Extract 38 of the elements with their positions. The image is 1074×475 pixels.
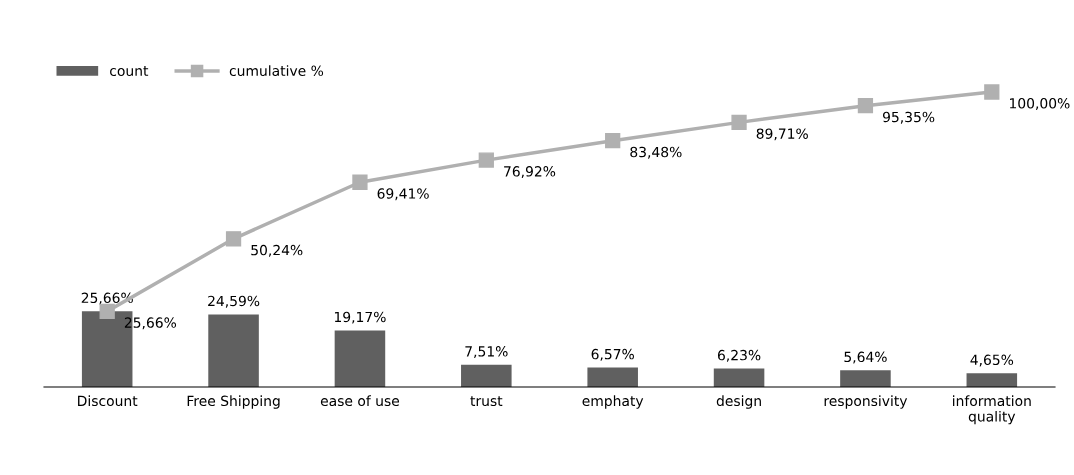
data-label: 6,23% [717, 349, 761, 362]
point [225, 231, 242, 247]
x-tick-label: ease of use [320, 395, 400, 407]
data-label: 95,35% [882, 111, 935, 124]
point [605, 133, 621, 149]
bar [840, 370, 891, 387]
x-tick-label: responsivity [824, 395, 908, 409]
data-label: 83,48% [630, 146, 682, 159]
data-label: 24,59% [208, 295, 260, 308]
data-label: 89,71% [756, 128, 808, 141]
data-label: 19,17% [334, 311, 386, 324]
legend-label: cumulative % [229, 65, 324, 77]
bar [461, 364, 512, 387]
x-tick-label: emphaty [582, 395, 644, 409]
bar [966, 373, 1018, 387]
data-label: 76,92% [504, 166, 556, 179]
data-label: 69,41% [377, 188, 429, 201]
point [731, 114, 747, 130]
bar [208, 314, 259, 387]
bar [713, 368, 765, 387]
point [984, 84, 1000, 100]
bar [587, 367, 638, 387]
x-tick-label: information quality [953, 395, 1031, 425]
point [352, 174, 368, 190]
data-label: 7,51% [465, 346, 508, 359]
legend-label: count [110, 66, 149, 77]
point [478, 152, 494, 168]
bar [334, 330, 386, 387]
x-tick-label: design [716, 395, 761, 409]
point [857, 98, 874, 114]
data-label: 6,57% [591, 348, 634, 361]
data-label: 100,00% [1010, 98, 1070, 110]
x-tick-label: trust [470, 396, 503, 407]
x-tick-label: Free Shipping [187, 395, 280, 409]
data-label: 5,64% [844, 351, 887, 364]
data-label: 50,24% [251, 244, 303, 257]
data-label: 4,65% [970, 354, 1014, 367]
x-tick-label: Discount [78, 395, 138, 407]
